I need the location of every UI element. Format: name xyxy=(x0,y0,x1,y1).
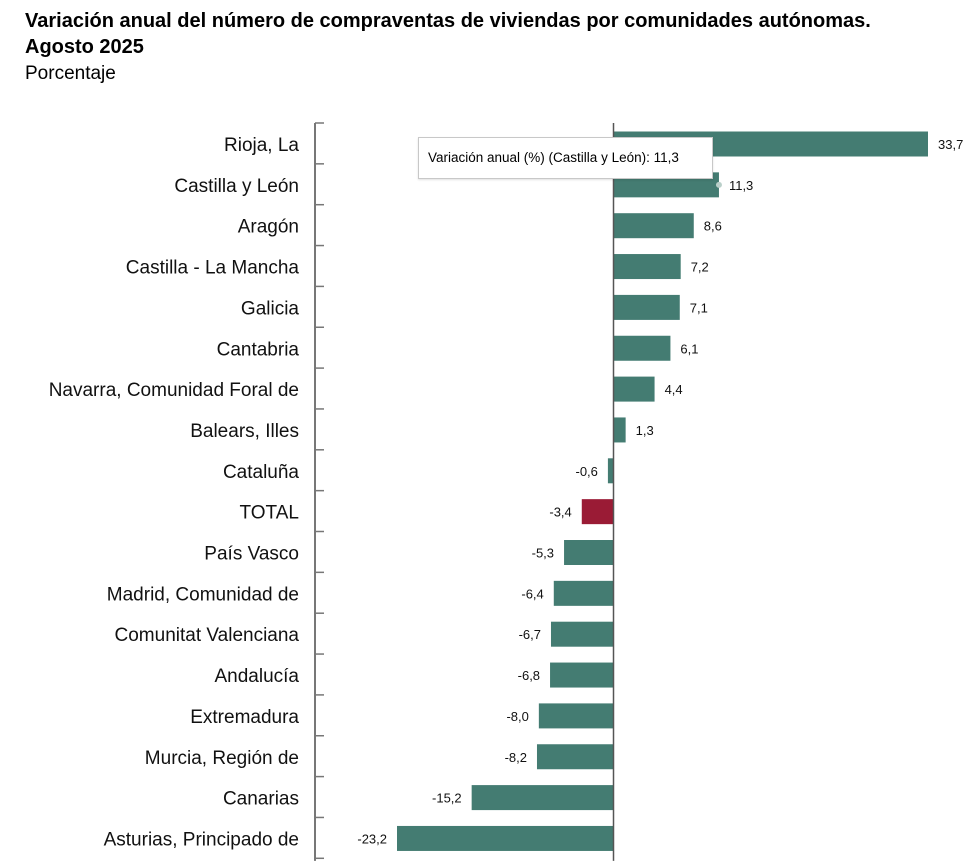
category-label: Castilla - La Mancha xyxy=(126,258,300,279)
value-label: 7,1 xyxy=(690,300,708,315)
bars-group xyxy=(397,131,928,851)
bar[interactable] xyxy=(607,458,614,484)
value-label: -8,2 xyxy=(505,750,527,765)
bar-total[interactable] xyxy=(581,499,614,525)
category-axis: Rioja, La Castilla y León Aragón Castilla -… xyxy=(49,122,324,861)
value-label: -0,6 xyxy=(576,464,598,479)
category-label: País Vasco xyxy=(204,544,299,565)
value-labels-group: 33,7 11,3 8,6 7,2 7,1 6,1 4,4 1,3 -0,6 -3,4 -5,3 -6… xyxy=(357,137,963,846)
value-label: -6,8 xyxy=(518,668,540,683)
category-label: Rioja, La xyxy=(224,135,299,156)
value-label: -8,0 xyxy=(506,709,528,724)
category-label: Cataluña xyxy=(223,462,299,483)
value-label: 8,6 xyxy=(704,219,722,234)
bar[interactable] xyxy=(613,335,671,361)
bar[interactable] xyxy=(550,621,614,647)
value-label: 4,4 xyxy=(665,382,683,397)
chart-title-line1: Variación anual del número de compravent… xyxy=(25,10,871,32)
value-label: -6,7 xyxy=(519,627,541,642)
category-label: Extremadura xyxy=(190,707,299,728)
bar[interactable] xyxy=(564,540,614,565)
value-label: -3,4 xyxy=(549,505,571,520)
bar[interactable] xyxy=(613,417,626,443)
value-label: 11,3 xyxy=(729,178,753,193)
category-label: Comunitat Valenciana xyxy=(115,625,300,646)
value-label: -6,4 xyxy=(521,586,543,601)
value-label: -15,2 xyxy=(432,791,462,806)
tooltip-text: Variación anual (%) (Castilla y León): 1… xyxy=(428,150,679,165)
category-label: Galicia xyxy=(241,298,300,319)
category-label: Navarra, Comunidad Foral de xyxy=(49,380,299,401)
value-label: -23,2 xyxy=(357,831,387,846)
category-label: Balears, Illes xyxy=(190,421,299,442)
value-label: 1,3 xyxy=(636,423,654,438)
bar[interactable] xyxy=(613,254,681,280)
bar[interactable] xyxy=(536,744,614,770)
chart-subtitle: Porcentaje xyxy=(25,63,116,84)
hover-marker xyxy=(715,181,722,188)
category-label: Castilla y León xyxy=(174,176,299,197)
bar[interactable] xyxy=(471,785,614,811)
category-label: Canarias xyxy=(223,789,299,810)
chart-tooltip: Variación anual (%) (Castilla y León): 1… xyxy=(418,137,713,179)
value-label: 7,2 xyxy=(691,260,709,275)
chart-title: Variación anual del número de compravent… xyxy=(25,8,871,60)
bar[interactable] xyxy=(397,825,614,851)
value-label: -5,3 xyxy=(532,546,554,561)
bar[interactable] xyxy=(613,213,694,239)
category-label: Murcia, Región de xyxy=(145,748,299,769)
value-label: 6,1 xyxy=(680,341,698,356)
category-label: Madrid, Comunidad de xyxy=(107,584,299,605)
category-label: Cantabria xyxy=(217,339,300,360)
bar[interactable] xyxy=(538,703,614,729)
category-label: Asturias, Principado de xyxy=(104,829,299,850)
chart-title-line2: Agosto 2025 xyxy=(25,36,144,58)
bar[interactable] xyxy=(613,294,680,320)
category-label: Andalucía xyxy=(214,666,299,687)
bar[interactable] xyxy=(550,662,614,688)
category-label: TOTAL xyxy=(240,503,299,524)
category-label: Aragón xyxy=(238,217,299,238)
bar[interactable] xyxy=(553,580,614,606)
value-label: 33,7 xyxy=(938,137,963,152)
bar[interactable] xyxy=(613,376,655,402)
